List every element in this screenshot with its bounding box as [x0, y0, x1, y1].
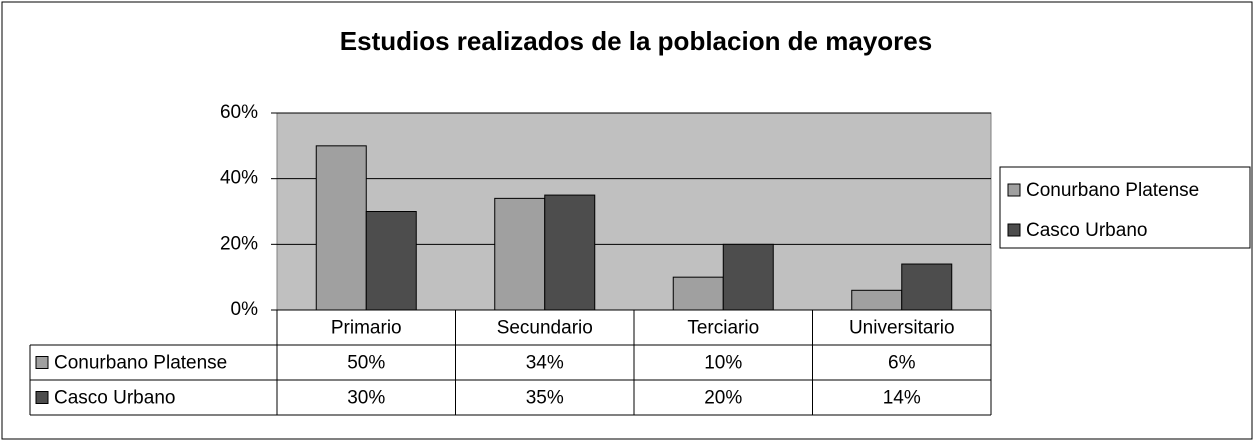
- table-value: 20%: [704, 388, 742, 409]
- table-value: 34%: [526, 353, 564, 374]
- x-tick-label: Primario: [331, 318, 402, 339]
- table-value: 14%: [883, 388, 921, 409]
- bar: [365, 211, 417, 311]
- table-value: 50%: [347, 353, 385, 374]
- table-row-label: Casco Urbano: [54, 388, 175, 409]
- table-value: 35%: [526, 388, 564, 409]
- y-tick-label: 20%: [220, 233, 258, 254]
- legend-key: [1007, 223, 1021, 237]
- table-value: 10%: [704, 353, 742, 374]
- bar: [851, 289, 903, 311]
- bar: [494, 197, 546, 311]
- bar: [722, 243, 774, 311]
- bar: [544, 194, 596, 311]
- y-tick-label: 0%: [231, 299, 259, 320]
- x-tick-label: Secundario: [497, 318, 593, 339]
- table-value: 6%: [888, 353, 916, 374]
- table-value: 30%: [347, 388, 385, 409]
- table-row-label: Conurbano Platense: [54, 353, 227, 374]
- bar: [901, 263, 953, 311]
- legend-box: [999, 166, 1251, 249]
- legend-label: Casco Urbano: [1026, 220, 1147, 241]
- chart-title: Estudios realizados de la poblacion de m…: [340, 26, 932, 56]
- bar: [672, 276, 724, 311]
- table-legend-key: [35, 356, 49, 369]
- table-legend-key: [35, 391, 49, 404]
- legend-label: Conurbano Platense: [1026, 180, 1199, 201]
- x-tick-label: Universitario: [849, 318, 955, 339]
- legend-key: [1007, 183, 1021, 197]
- x-tick-label: Terciario: [687, 318, 759, 339]
- bar: [315, 145, 367, 311]
- y-tick-label: 60%: [220, 102, 258, 123]
- y-tick-label: 40%: [220, 168, 258, 189]
